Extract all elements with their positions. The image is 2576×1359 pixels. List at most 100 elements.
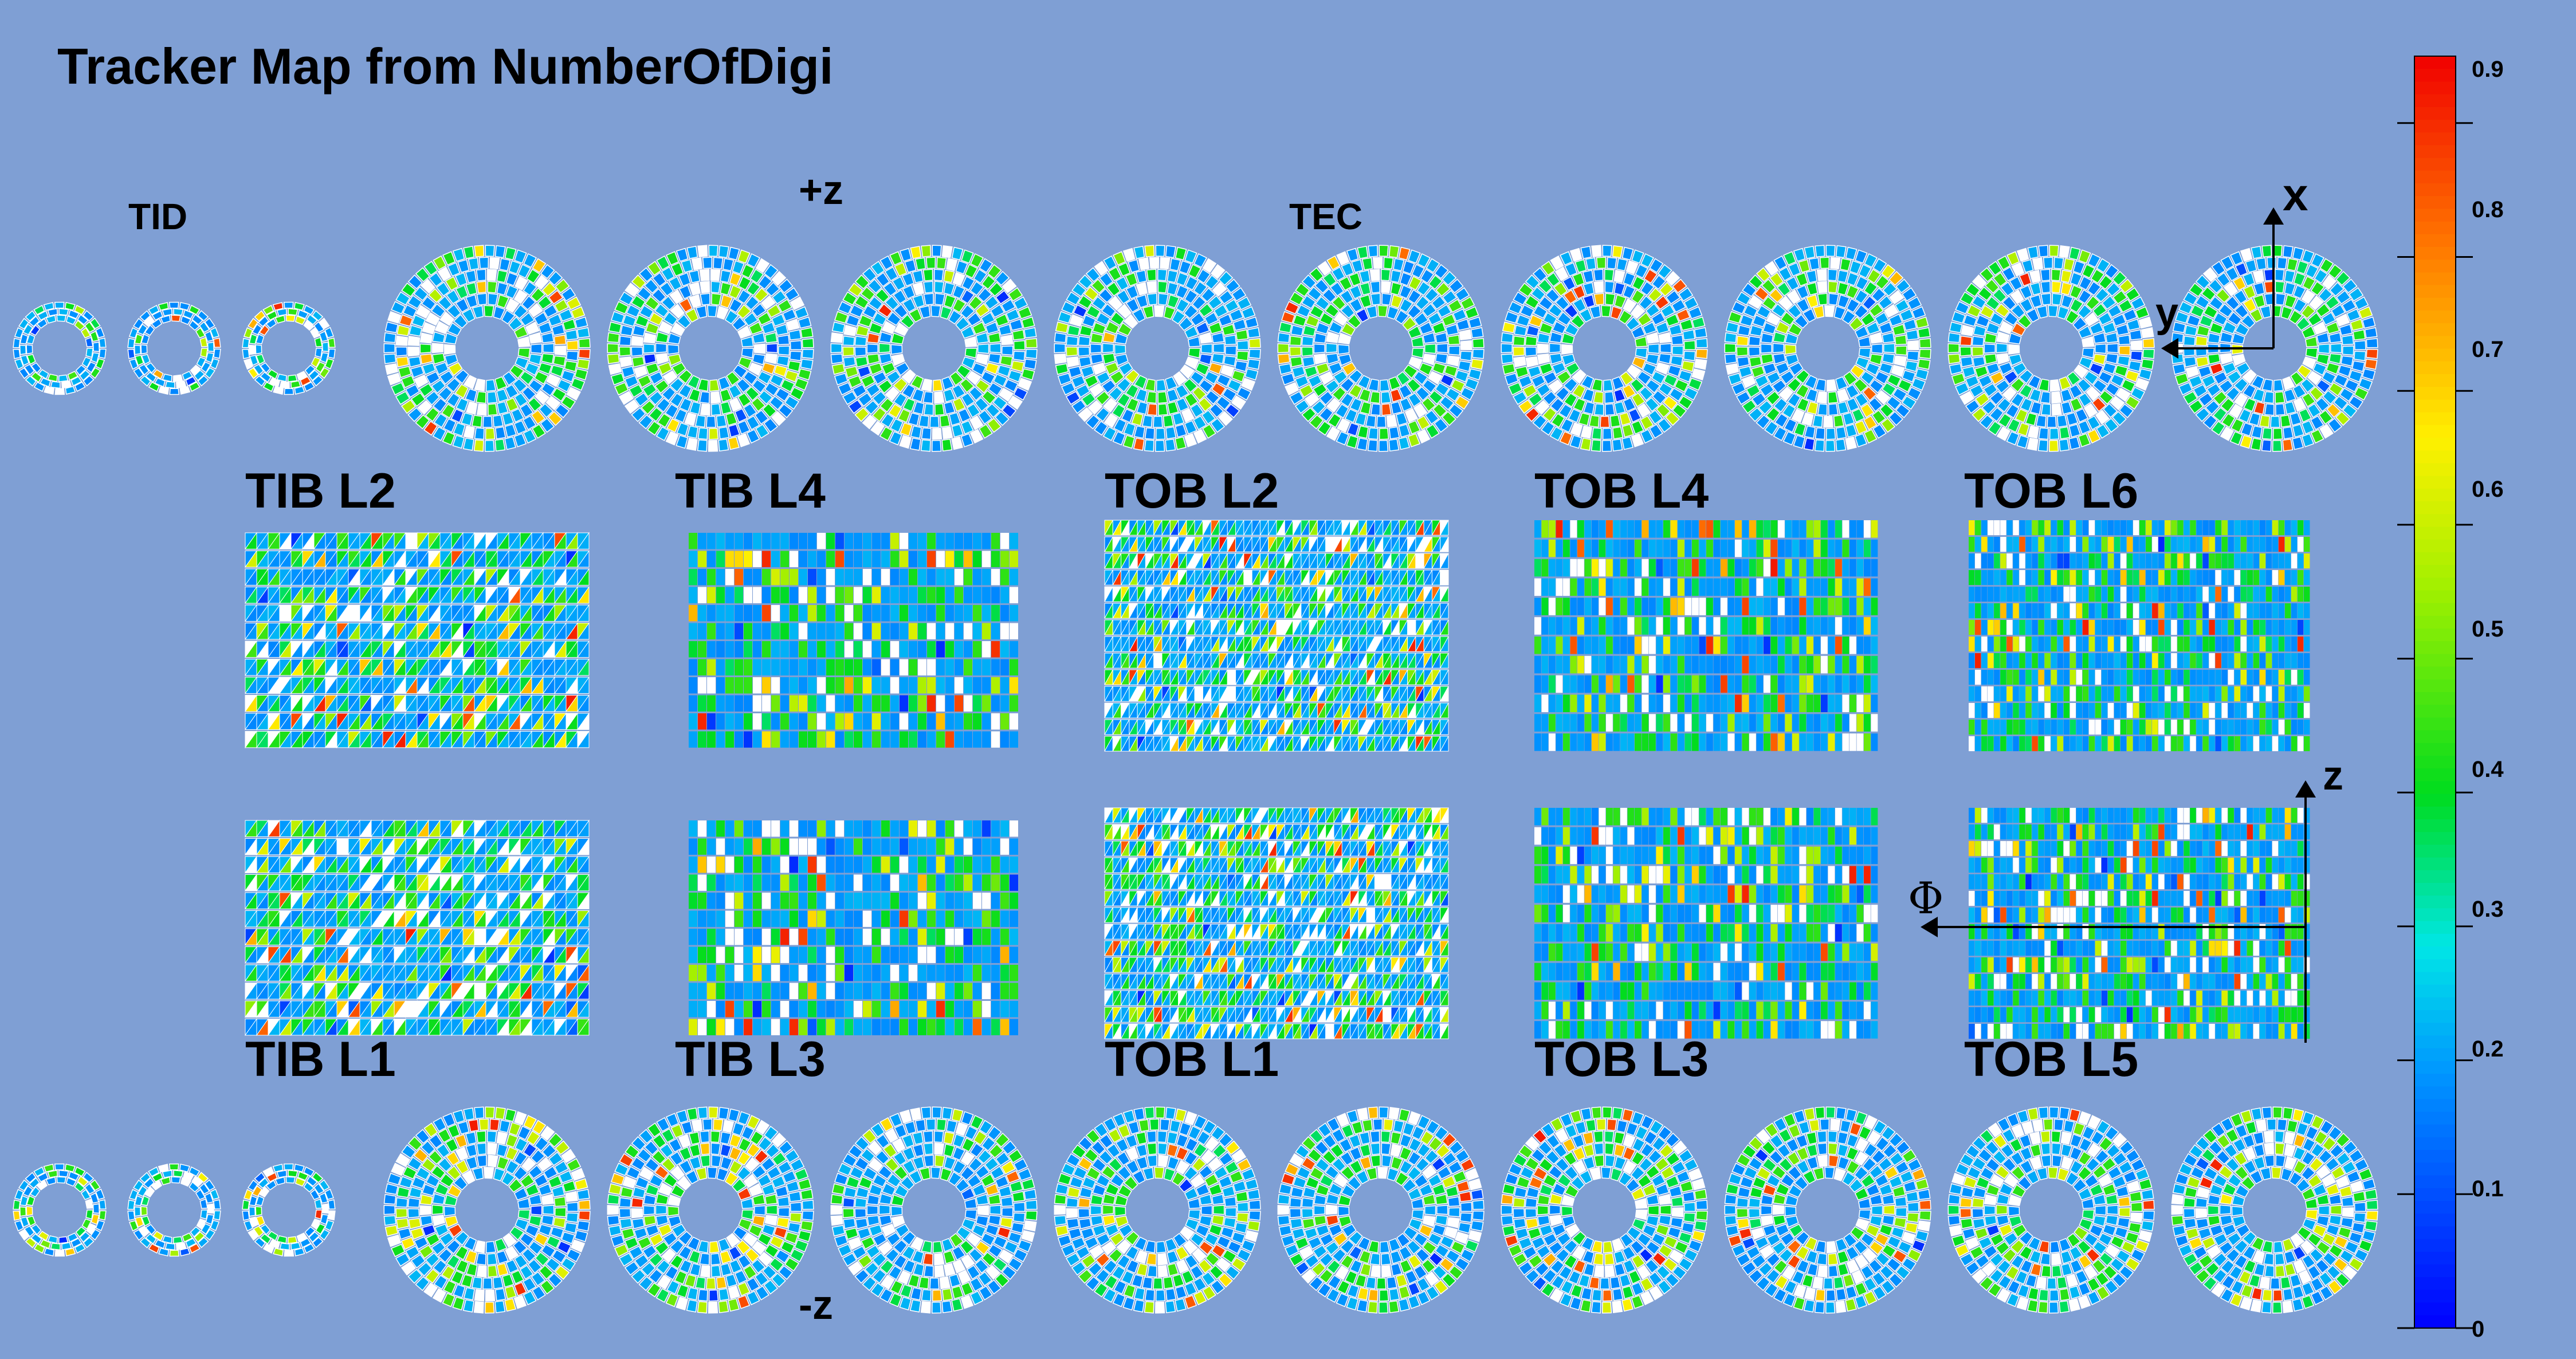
module-cell — [1840, 258, 1852, 272]
module-cell — [728, 1108, 740, 1122]
module-cell — [1325, 331, 1340, 343]
module-cell — [718, 1300, 729, 1314]
module-cell — [1381, 293, 1392, 306]
module-cell — [1370, 1142, 1381, 1156]
module-cell — [1501, 343, 1513, 354]
module-cell — [1646, 1215, 1660, 1227]
module-cell — [564, 1222, 578, 1234]
module-cell — [728, 1285, 740, 1299]
module-cell — [1591, 1289, 1602, 1302]
module-cell — [433, 398, 447, 413]
module-cell — [1505, 311, 1519, 324]
module-cell — [2060, 269, 2072, 283]
module-cell — [878, 1215, 893, 1227]
module-cell — [1244, 1230, 1259, 1243]
module-cell — [1114, 344, 1126, 355]
module-cell — [425, 407, 440, 422]
module-cell — [631, 1217, 645, 1230]
module-cell — [1502, 1225, 1516, 1237]
module-cell — [866, 332, 880, 344]
module-cell — [2051, 269, 2061, 281]
module-cell — [1370, 1154, 1381, 1168]
module-cell — [725, 412, 738, 426]
module-cell — [517, 336, 531, 347]
module-cell — [708, 1301, 718, 1314]
module-cell — [574, 1230, 588, 1243]
module-cell — [1277, 343, 1289, 354]
module-cell — [2047, 416, 2057, 428]
module-cell — [1144, 439, 1155, 452]
module-cell — [1289, 346, 1302, 357]
module-cell — [1146, 1265, 1157, 1278]
module-cell — [465, 294, 478, 308]
module-cell — [443, 332, 458, 345]
module-cell — [667, 344, 680, 355]
module-cell — [2043, 1118, 2053, 1131]
module-cell — [1903, 319, 1917, 331]
module-cell — [1725, 1183, 1739, 1195]
module-cell — [2252, 1131, 2265, 1145]
module-cell — [655, 353, 669, 365]
module-cell — [988, 332, 1002, 344]
module-cell — [607, 332, 620, 343]
module-cell — [395, 291, 411, 306]
module-cell — [2274, 1130, 2285, 1143]
module-cell — [854, 1197, 867, 1208]
module-cell — [461, 308, 476, 323]
module-cell — [1906, 329, 1919, 341]
module-cell — [700, 1142, 710, 1156]
module-cell — [1748, 347, 1761, 357]
module-cell — [1422, 354, 1436, 366]
module-cell — [1984, 1194, 1997, 1205]
module-cell — [655, 1193, 669, 1205]
module-cell — [1947, 343, 1960, 354]
module-cell — [702, 257, 713, 269]
module-cell — [2038, 1240, 2049, 1254]
module-cell — [1149, 1118, 1160, 1131]
module-cell — [548, 290, 564, 305]
module-cell — [912, 269, 924, 284]
module-cell — [2129, 329, 2142, 341]
module-cell — [484, 1301, 495, 1314]
module-cell — [1369, 269, 1380, 281]
module-cell — [447, 362, 463, 376]
module-cell — [2126, 1180, 2141, 1193]
module-cell — [2219, 331, 2233, 343]
module-cell — [830, 1205, 842, 1215]
module-cell — [1817, 1265, 1828, 1278]
module-cell — [1459, 1191, 1472, 1203]
module-cell — [321, 341, 329, 352]
module-cell — [762, 403, 777, 418]
module-cell — [1025, 338, 1038, 348]
module-cell — [2364, 1220, 2378, 1232]
module-cell — [419, 343, 431, 354]
module-cell — [1188, 1197, 1201, 1209]
module-cell — [395, 391, 410, 405]
module-cell — [1244, 368, 1259, 381]
module-cell — [2245, 1121, 2257, 1135]
module-cell — [649, 312, 663, 326]
module-cell — [452, 1109, 465, 1124]
module-cell — [1422, 332, 1436, 344]
module-cell — [764, 1193, 778, 1205]
module-cell — [1054, 1205, 1066, 1215]
module-cell — [923, 293, 934, 306]
module-cell — [505, 397, 519, 412]
module-cell — [1760, 1215, 1774, 1227]
module-cell — [610, 1234, 625, 1247]
module-cell — [2040, 269, 2051, 281]
module-cell — [1561, 1205, 1573, 1217]
module-cell — [754, 410, 769, 425]
module-cell — [2142, 1200, 2155, 1210]
module-cell — [273, 386, 284, 395]
module-cell — [1619, 1274, 1632, 1288]
module-cell — [1456, 1180, 1470, 1193]
module-cell — [47, 308, 58, 317]
module-cell — [1146, 1252, 1157, 1266]
module-cell — [663, 311, 678, 326]
module-cell — [551, 1185, 566, 1197]
module-cell — [1602, 1289, 1613, 1302]
module-cell — [311, 356, 321, 368]
module-cell — [2038, 245, 2049, 258]
module-cell — [2275, 1142, 2286, 1155]
